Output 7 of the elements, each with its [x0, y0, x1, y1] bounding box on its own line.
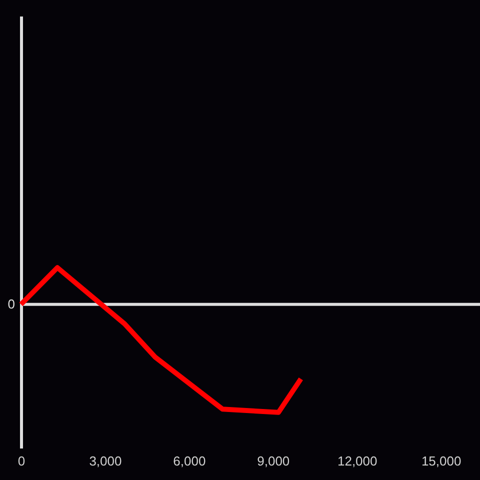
x-tick-label: 12,000: [337, 454, 378, 468]
x-tick-label: 3,000: [89, 454, 122, 468]
x-tick-label: 9,000: [257, 454, 290, 468]
x-tick-label: 6,000: [173, 454, 206, 468]
x-tick-label: 15,000: [421, 454, 462, 468]
ref-line-label: 0: [8, 296, 15, 312]
x-tick-label: 0: [18, 454, 26, 468]
